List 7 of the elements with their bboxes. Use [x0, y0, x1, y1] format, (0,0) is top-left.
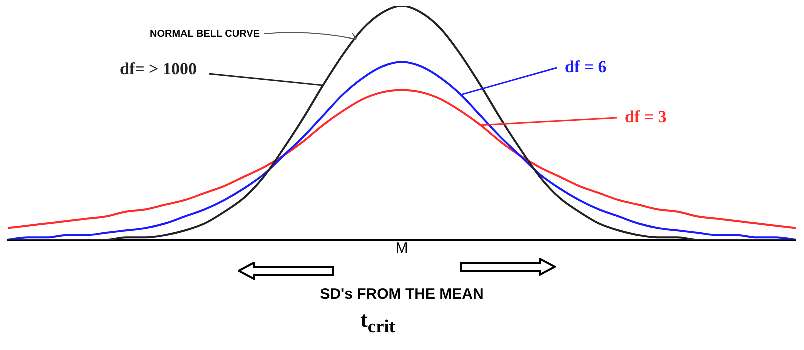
- annotation: M: [396, 240, 408, 257]
- text: df= > 1000: [120, 59, 197, 78]
- text: t$_{crit}$: [360, 307, 396, 338]
- text: df = 3: [625, 107, 667, 126]
- annotation: NORMAL BELL CURVE: [150, 28, 260, 40]
- x-axis-title: SD's FROM THE MEAN: [320, 286, 484, 304]
- text: df = 6: [565, 57, 607, 76]
